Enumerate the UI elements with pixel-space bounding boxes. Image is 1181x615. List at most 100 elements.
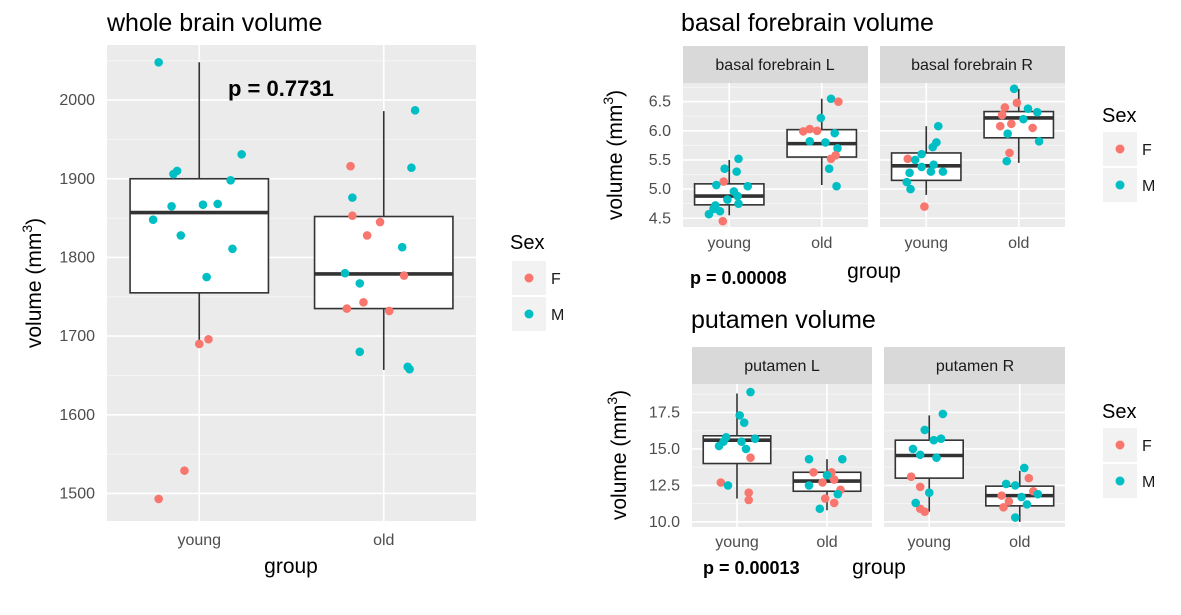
data-point-m [348, 193, 357, 202]
data-point-f [1007, 119, 1016, 129]
data-point-m [926, 167, 936, 176]
data-point-f [903, 154, 913, 164]
data-point-f [399, 271, 409, 280]
data-point-f [1028, 123, 1037, 133]
y-tick-label: 1800 [59, 249, 95, 266]
legend: Sex F M [1102, 105, 1155, 202]
y-tick-label: 1600 [59, 407, 95, 424]
basal-forebrain-plot: basal forebrain volume basal forebrain L… [600, 9, 1155, 288]
y-axis-label: volume (mm3) [19, 218, 46, 348]
legend-key-f [524, 273, 534, 283]
data-point-f [346, 161, 355, 171]
data-point-m [1034, 136, 1044, 146]
data-point-f [997, 491, 1006, 500]
facet-strip [884, 347, 1065, 384]
legend-label-m: M [551, 307, 564, 324]
y-axis-label-main: volume (mm [608, 405, 631, 521]
data-point-m [407, 163, 416, 173]
data-point-m [202, 272, 211, 282]
data-point-m [237, 150, 246, 159]
legend-label-f: F [1142, 142, 1152, 159]
data-point-m [704, 209, 714, 219]
data-point-f [342, 304, 352, 313]
data-point-f [999, 503, 1008, 512]
data-point-f [829, 475, 839, 484]
data-point-f [716, 478, 726, 487]
y-axis-label-sup: 3 [600, 97, 616, 105]
data-point-m [902, 177, 912, 187]
x-tick-label: old [1009, 534, 1030, 551]
data-point-m [824, 164, 834, 174]
data-point-m [340, 268, 350, 278]
data-point-m [410, 106, 420, 115]
legend-label-m: M [1142, 474, 1155, 491]
data-point-m [1023, 104, 1033, 113]
legend-key-f [1115, 144, 1125, 154]
x-tick-label: young [707, 235, 751, 252]
data-point-m [1032, 107, 1042, 117]
data-point-m [741, 444, 751, 454]
box-iqr [894, 439, 964, 479]
data-point-m [720, 164, 729, 174]
data-point-f [1005, 148, 1014, 158]
data-point-m [822, 470, 832, 480]
data-point-m [1019, 463, 1029, 473]
data-point-f [920, 202, 929, 211]
data-point-f [180, 466, 189, 475]
legend-key-m [524, 309, 534, 319]
data-point-m [933, 121, 943, 131]
data-point-m [1022, 500, 1032, 509]
y-tick-label: 1700 [59, 328, 95, 345]
facet-strip-label: putamen R [936, 358, 1014, 375]
legend-key-m [1115, 476, 1125, 486]
data-point-m [737, 437, 746, 446]
data-point-m [750, 434, 760, 444]
data-point-m [1001, 479, 1011, 489]
data-point-m [397, 242, 407, 252]
data-point-m [1010, 481, 1020, 490]
data-point-f [997, 110, 1007, 120]
data-point-m [920, 425, 930, 435]
data-point-m [910, 155, 920, 165]
data-point-m [176, 231, 186, 240]
p-value-annotation: p = 0.00013 [703, 558, 800, 578]
data-point-m [1009, 84, 1019, 94]
data-point-m [915, 450, 925, 460]
data-point-m [733, 191, 742, 201]
data-point-m [355, 347, 365, 357]
y-axis-label-sup: 3 [604, 397, 620, 405]
y-axis-label-close: ) [23, 218, 46, 225]
data-point-m [936, 434, 946, 444]
data-point-m [732, 167, 741, 176]
data-point-m [804, 454, 814, 464]
data-point-f [915, 482, 925, 492]
data-point-f [920, 507, 930, 516]
data-point-f [384, 306, 394, 316]
facet-strip-label: putamen L [744, 358, 820, 375]
data-point-m [198, 200, 208, 210]
y-tick-label: 1900 [59, 171, 95, 188]
legend: Sex F M [510, 232, 564, 331]
y-axis-label-close: ) [604, 90, 627, 97]
data-point-m [826, 94, 836, 104]
data-point-m [917, 149, 926, 159]
data-point-m [911, 498, 920, 508]
data-point-m [167, 201, 176, 211]
legend-key-f [1115, 440, 1125, 450]
x-tick-label: old [1008, 235, 1029, 252]
data-point-m [816, 113, 826, 123]
data-point-m [228, 244, 237, 254]
facet-strip-label: basal forebrain L [715, 57, 834, 74]
y-tick-label: 10.0 [649, 514, 680, 531]
y-axis-label-main: volume (mm [23, 233, 46, 349]
legend-label-f: F [551, 271, 561, 288]
data-point-f [194, 339, 204, 349]
y-axis-label-sup: 3 [19, 225, 35, 233]
data-point-m [1033, 489, 1043, 499]
data-point-m [154, 58, 163, 67]
y-axis-label: volume (mm3) [604, 390, 631, 520]
data-point-m [905, 168, 914, 178]
data-point-m [1010, 513, 1020, 522]
y-tick-label: 6.5 [649, 94, 671, 111]
